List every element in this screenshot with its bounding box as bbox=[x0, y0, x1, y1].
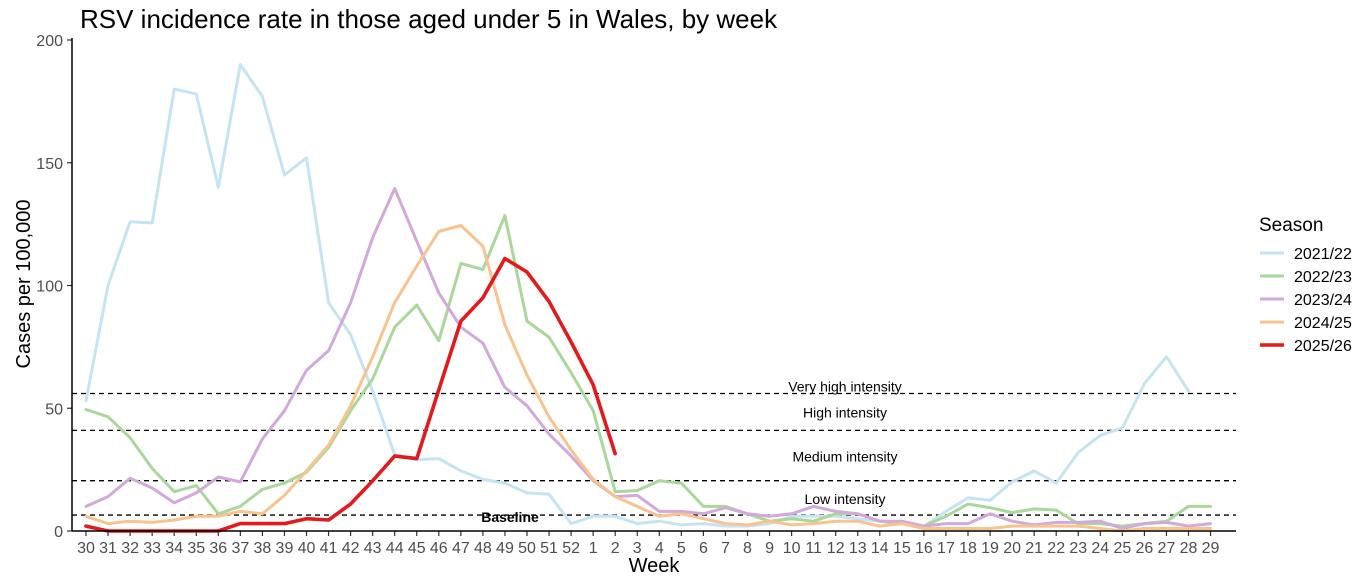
series-line bbox=[84, 187, 1212, 530]
threshold-label: High intensity bbox=[803, 404, 887, 420]
x-tick-label: 49 bbox=[496, 540, 514, 557]
x-tick-label: 48 bbox=[474, 540, 492, 557]
y-tick-label: 50 bbox=[45, 401, 63, 418]
x-tick-label: 18 bbox=[959, 540, 977, 557]
series-line bbox=[84, 63, 1190, 528]
x-tick-label: 2 bbox=[611, 540, 620, 557]
series-line bbox=[84, 214, 1212, 528]
x-tick-label: 12 bbox=[827, 540, 845, 557]
x-tick-label: 15 bbox=[893, 540, 911, 557]
threshold-label: Low intensity bbox=[805, 491, 886, 507]
chart-title: RSV incidence rate in those aged under 5… bbox=[80, 4, 778, 34]
x-tick-label: 4 bbox=[655, 540, 664, 557]
x-tick-label: 50 bbox=[518, 540, 536, 557]
legend-label: 2022/23 bbox=[1294, 269, 1352, 286]
x-tick-label: 32 bbox=[121, 540, 139, 557]
x-tick-label: 31 bbox=[99, 540, 117, 557]
x-tick-label: 17 bbox=[937, 540, 955, 557]
x-tick-label: 3 bbox=[633, 540, 642, 557]
y-tick-label: 150 bbox=[36, 156, 63, 173]
x-tick-label: 22 bbox=[1047, 540, 1065, 557]
x-tick-label: 25 bbox=[1113, 540, 1131, 557]
x-tick-label: 30 bbox=[77, 540, 95, 557]
legend-label: 2023/24 bbox=[1294, 292, 1352, 309]
x-tick-label: 23 bbox=[1069, 540, 1087, 557]
x-axis-label: Week bbox=[629, 555, 681, 577]
legend-label: 2024/25 bbox=[1294, 315, 1352, 332]
x-tick-label: 1 bbox=[589, 540, 598, 557]
threshold-label: Medium intensity bbox=[792, 449, 897, 465]
x-tick-label: 45 bbox=[408, 540, 426, 557]
y-tick-label: 100 bbox=[36, 279, 63, 296]
x-tick-label: 40 bbox=[298, 540, 316, 557]
x-tick-label: 33 bbox=[143, 540, 161, 557]
x-tick-label: 14 bbox=[871, 540, 889, 557]
x-tick-label: 36 bbox=[209, 540, 227, 557]
x-tick-label: 34 bbox=[165, 540, 183, 557]
x-tick-label: 6 bbox=[699, 540, 708, 557]
y-axis-label: Cases per 100,000 bbox=[13, 199, 35, 368]
y-tick-label: 0 bbox=[54, 524, 63, 541]
x-tick-label: 24 bbox=[1091, 540, 1109, 557]
legend-title: Season bbox=[1259, 215, 1323, 236]
legend: Season 2021/22 2022/23 2023/24 2024/25 2025/… bbox=[1259, 215, 1352, 355]
x-tick-label: 5 bbox=[677, 540, 686, 557]
x-tick-label: 38 bbox=[254, 540, 272, 557]
legend-label: 2025/26 bbox=[1294, 338, 1352, 355]
series-line bbox=[84, 223, 1212, 533]
x-tick-label: 41 bbox=[320, 540, 338, 557]
x-tick-label: 37 bbox=[231, 540, 249, 557]
x-tick-label: 19 bbox=[981, 540, 999, 557]
threshold-label: Baseline bbox=[481, 509, 539, 525]
threshold-label: Very high intensity bbox=[788, 379, 902, 395]
x-tick-label: 9 bbox=[765, 540, 774, 557]
x-tick-label: 47 bbox=[452, 540, 470, 557]
x-tick-label: 27 bbox=[1158, 540, 1176, 557]
x-tick-label: 44 bbox=[386, 540, 404, 557]
x-tick-label: 26 bbox=[1136, 540, 1154, 557]
x-tick-label: 51 bbox=[540, 540, 558, 557]
x-tick-label: 42 bbox=[342, 540, 360, 557]
x-tick-label: 43 bbox=[364, 540, 382, 557]
x-tick-label: 8 bbox=[743, 540, 752, 557]
x-tick-label: 10 bbox=[783, 540, 801, 557]
x-tick-label: 13 bbox=[849, 540, 867, 557]
legend-label: 2021/22 bbox=[1294, 246, 1352, 263]
x-tick-label: 46 bbox=[430, 540, 448, 557]
x-tick-label: 11 bbox=[805, 540, 822, 557]
x-tick-label: 28 bbox=[1180, 540, 1198, 557]
y-tick-label: 200 bbox=[36, 33, 63, 50]
x-tick-label: 7 bbox=[721, 540, 730, 557]
x-tick-label: 29 bbox=[1202, 540, 1220, 557]
x-tick-label: 52 bbox=[562, 540, 580, 557]
x-tick-label: 39 bbox=[276, 540, 294, 557]
x-tick-label: 16 bbox=[915, 540, 933, 557]
x-tick-label: 20 bbox=[1003, 540, 1021, 557]
x-tick-label: 35 bbox=[187, 540, 205, 557]
x-tick-label: 21 bbox=[1025, 540, 1043, 557]
